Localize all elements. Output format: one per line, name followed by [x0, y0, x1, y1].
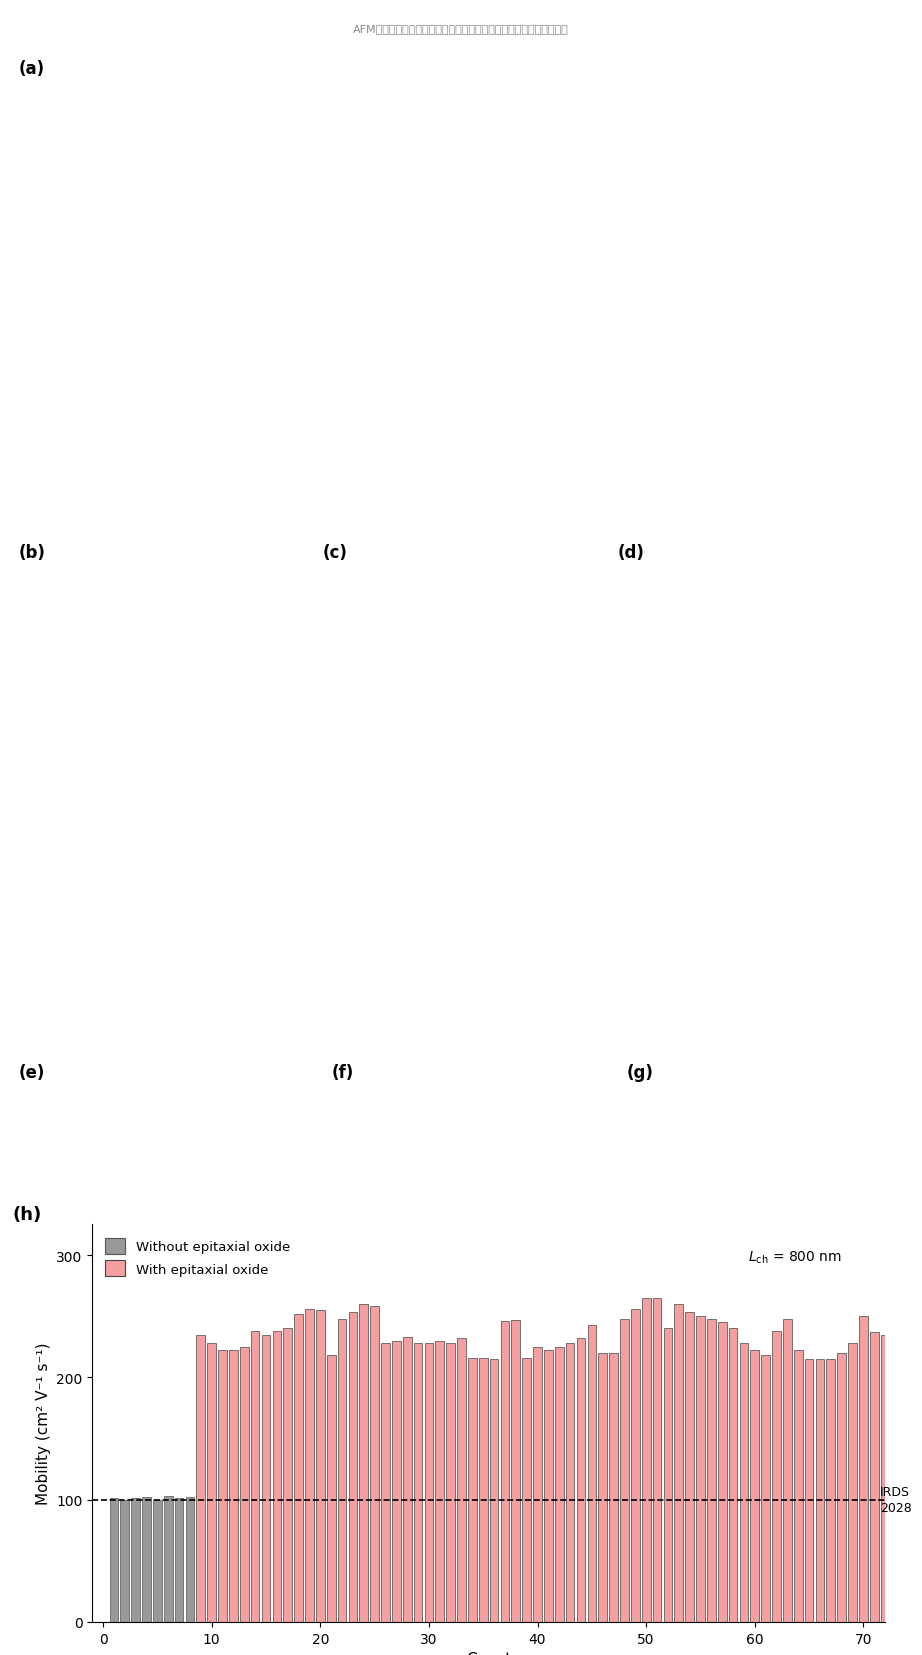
Text: (f): (f): [332, 1063, 354, 1081]
Bar: [326, 1355, 336, 1622]
Bar: [229, 1350, 238, 1622]
Text: $L_{\rm ch}$ = 800 nm: $L_{\rm ch}$ = 800 nm: [748, 1250, 842, 1266]
Bar: [196, 1334, 206, 1622]
Bar: [110, 1498, 118, 1622]
Text: (h): (h): [13, 1205, 42, 1223]
Bar: [794, 1350, 802, 1622]
Bar: [512, 1321, 520, 1622]
Bar: [555, 1347, 563, 1622]
Bar: [262, 1334, 270, 1622]
Bar: [523, 1357, 531, 1622]
Bar: [273, 1331, 281, 1622]
Bar: [816, 1359, 824, 1622]
Bar: [674, 1304, 683, 1622]
Bar: [121, 1499, 129, 1622]
Bar: [533, 1347, 542, 1622]
Bar: [294, 1314, 303, 1622]
Bar: [544, 1350, 553, 1622]
Bar: [685, 1312, 694, 1622]
Legend: Without epitaxial oxide, With epitaxial oxide: Without epitaxial oxide, With epitaxial …: [99, 1231, 297, 1283]
Text: (a): (a): [18, 60, 44, 78]
Bar: [696, 1316, 704, 1622]
Bar: [892, 1334, 900, 1622]
Bar: [207, 1344, 216, 1622]
Bar: [371, 1306, 379, 1622]
Bar: [392, 1341, 401, 1622]
Bar: [653, 1298, 661, 1622]
Bar: [424, 1344, 433, 1622]
Bar: [783, 1319, 792, 1622]
Bar: [837, 1354, 846, 1622]
Bar: [457, 1339, 466, 1622]
Text: IRDS
2028: IRDS 2028: [880, 1485, 912, 1514]
Bar: [598, 1354, 607, 1622]
Bar: [403, 1337, 411, 1622]
Bar: [576, 1339, 585, 1622]
Bar: [826, 1359, 835, 1622]
Bar: [751, 1350, 759, 1622]
Bar: [251, 1331, 259, 1622]
Bar: [870, 1332, 879, 1622]
Y-axis label: Mobility (cm² V⁻¹ s⁻¹): Mobility (cm² V⁻¹ s⁻¹): [36, 1342, 51, 1504]
Bar: [587, 1326, 597, 1622]
Bar: [142, 1498, 151, 1622]
Text: (g): (g): [627, 1063, 654, 1081]
Bar: [240, 1347, 249, 1622]
Bar: [490, 1359, 499, 1622]
Bar: [219, 1350, 227, 1622]
Bar: [566, 1344, 574, 1622]
Bar: [848, 1344, 857, 1622]
Bar: [131, 1498, 140, 1622]
Bar: [728, 1329, 738, 1622]
Bar: [762, 1355, 770, 1622]
Bar: [772, 1331, 781, 1622]
Bar: [859, 1316, 868, 1622]
Text: (c): (c): [323, 543, 348, 561]
Bar: [360, 1304, 368, 1622]
Bar: [316, 1311, 325, 1622]
Bar: [153, 1499, 161, 1622]
Bar: [707, 1319, 715, 1622]
Bar: [337, 1319, 347, 1622]
Bar: [283, 1329, 292, 1622]
Text: (e): (e): [18, 1063, 45, 1081]
Bar: [414, 1344, 422, 1622]
Text: (b): (b): [18, 543, 45, 561]
Bar: [479, 1357, 488, 1622]
Bar: [664, 1329, 672, 1622]
Bar: [631, 1309, 640, 1622]
Text: (d): (d): [618, 543, 644, 561]
Bar: [435, 1341, 444, 1622]
Bar: [621, 1319, 629, 1622]
Bar: [468, 1357, 477, 1622]
Bar: [881, 1334, 890, 1622]
Bar: [501, 1321, 509, 1622]
Bar: [349, 1312, 357, 1622]
Bar: [642, 1298, 651, 1622]
Bar: [805, 1359, 813, 1622]
Text: AFM最新綜述：二維晶體管近期激動人心的實驗突破，接近理論極限！: AFM最新綜述：二維晶體管近期激動人心的實驗突破，接近理論極限！: [353, 25, 569, 35]
Bar: [739, 1344, 749, 1622]
Bar: [446, 1344, 455, 1622]
Bar: [718, 1322, 727, 1622]
Bar: [381, 1344, 390, 1622]
Bar: [305, 1309, 313, 1622]
Bar: [175, 1498, 183, 1622]
Bar: [185, 1498, 195, 1622]
Bar: [164, 1496, 172, 1622]
X-axis label: Count: Count: [466, 1652, 512, 1655]
Bar: [609, 1354, 618, 1622]
